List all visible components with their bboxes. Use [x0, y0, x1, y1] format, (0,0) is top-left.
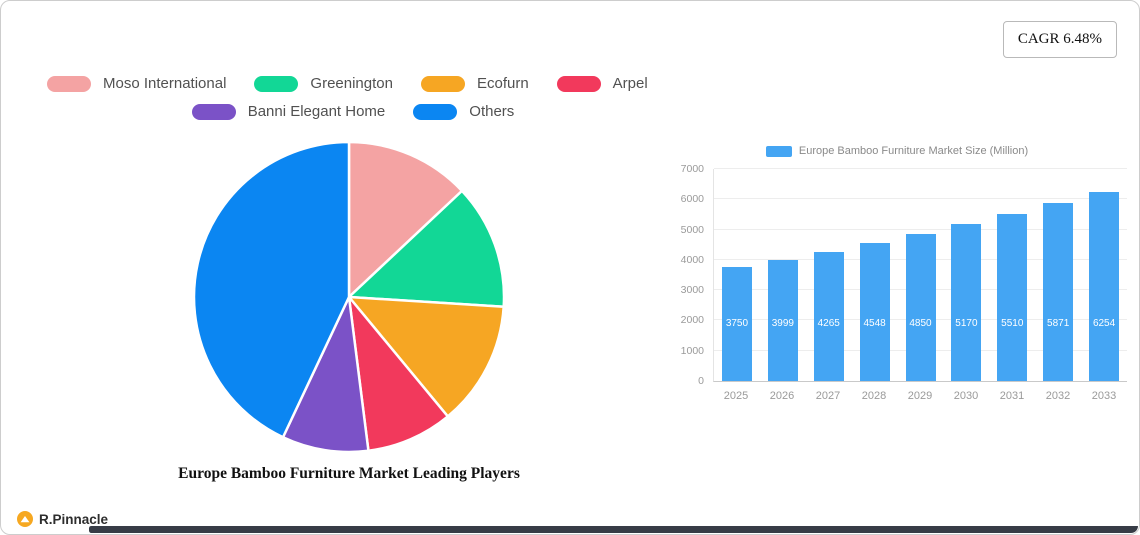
bar-2032[interactable]: 5871: [1043, 203, 1074, 381]
legend-item-arpel[interactable]: Arpel: [556, 75, 648, 92]
legend-swatch: [254, 75, 299, 92]
pie-slice-ecofurn[interactable]: [347, 295, 505, 418]
bar-value-label: 5510: [1001, 318, 1024, 329]
x-tick-label-2029: 2029: [907, 390, 933, 402]
y-tick-label: 4000: [680, 253, 704, 266]
bar-value-label: 3750: [725, 318, 749, 329]
x-tick-label-2028: 2028: [861, 390, 887, 402]
bar-slot: 4265: [806, 169, 852, 381]
y-axis: 0 1000 2000 3000 4000 5000 6000 7000: [667, 163, 713, 387]
bar-slot: 4850: [898, 169, 944, 381]
x-tick-label-2033: 2033: [1091, 390, 1117, 402]
bar-value-label: 6254: [1092, 318, 1116, 329]
y-tick-label: 7000: [680, 163, 704, 175]
brand-logo: R.Pinnacle: [17, 511, 108, 527]
pie-slice-greenington[interactable]: [347, 189, 506, 308]
bar-2027[interactable]: 4265: [813, 251, 844, 381]
legend-item-greenington[interactable]: Greenington: [254, 75, 393, 92]
x-tick-label-2026: 2026: [769, 390, 795, 402]
horizontal-scrollbar[interactable]: [89, 526, 1138, 533]
bar-slot: 5510: [989, 169, 1035, 381]
bar-plot-area: 3750 3999 4265 4548 4850 5170 5510 5871 6254: [713, 168, 1127, 382]
bar-2028[interactable]: 4548: [859, 243, 890, 381]
bar-legend-label: Europe Bamboo Furniture Market Size (Mil…: [798, 145, 1029, 157]
gridline: [714, 228, 1127, 230]
bar-value-label: 5871: [1047, 318, 1070, 329]
y-tick-label: 2000: [680, 314, 704, 327]
x-axis-labels: 2025 2026 2027 2028 2029 2030 2031 2032 2033: [713, 390, 1127, 402]
legend-row: Moso International Greenington Ecofurn Arpe…: [47, 75, 659, 92]
pie-slice-banni-elegant-home[interactable]: [281, 295, 370, 454]
pie-chart-title: Europe Bamboo Furniture Market Leading P…: [178, 465, 520, 482]
bar-2031[interactable]: 5510: [997, 214, 1028, 381]
bar-value-label: 4265: [817, 318, 840, 329]
x-tick-label-2031: 2031: [999, 390, 1025, 402]
bar-slot: 3999: [760, 169, 806, 381]
y-tick-label: 5000: [680, 223, 704, 236]
y-tick-label: 0: [698, 375, 704, 387]
legend-label: Greenington: [310, 75, 393, 92]
bar-2030[interactable]: 5170: [951, 224, 982, 381]
x-tick-label-2030: 2030: [953, 390, 979, 402]
cagr-badge: CAGR 6.48%: [1002, 21, 1117, 58]
gridline: [714, 168, 1127, 169]
bar-slot: 6254: [1081, 169, 1127, 381]
bar-value-label: 3999: [771, 318, 794, 329]
x-tick-label-2025: 2025: [723, 390, 749, 402]
brand-name: R.Pinnacle: [39, 511, 109, 527]
legend-label: Banni Elegant Home: [247, 103, 386, 120]
pie-slice-moso-international[interactable]: [347, 140, 464, 299]
bar-slot: 5170: [943, 169, 989, 381]
bar-slot: 5871: [1035, 169, 1081, 381]
bar-chart-section: Europe Bamboo Furniture Market Size (Mil…: [667, 145, 1127, 402]
legend-swatch: [47, 75, 91, 92]
pie-chart: [192, 140, 506, 454]
bar-slot: 3750: [714, 169, 760, 381]
x-tick-label-2032: 2032: [1045, 390, 1071, 402]
legend-label: Others: [469, 103, 515, 120]
x-tick-label-2027: 2027: [815, 390, 841, 402]
bar-2026[interactable]: 3999: [767, 259, 798, 381]
legend-item-ecofurn[interactable]: Ecofurn: [420, 75, 529, 92]
bars-container: 3750 3999 4265 4548 4850 5170 5510 5871 6254: [714, 169, 1127, 381]
bar-value-label: 5170: [955, 318, 978, 329]
y-tick-label: 1000: [680, 344, 704, 357]
legend-label: Moso International: [103, 75, 227, 92]
bar-legend-swatch: [765, 145, 792, 157]
legend-swatch: [413, 103, 458, 120]
pie-legend: Moso International Greenington Ecofurn Arpe…: [47, 75, 659, 120]
bar-value-label: 4548: [863, 318, 886, 329]
pie-slice-others[interactable]: [192, 140, 351, 439]
legend-item-moso-international[interactable]: Moso International: [47, 75, 226, 92]
bar-2029[interactable]: 4850: [905, 234, 936, 381]
legend-swatch: [191, 103, 236, 120]
bar-2033[interactable]: 6254: [1089, 191, 1120, 381]
legend-row: Banni Elegant Home Others: [47, 103, 659, 120]
legend-label: Arpel: [612, 75, 648, 92]
y-tick-label: 3000: [680, 284, 704, 297]
y-tick-label: 6000: [680, 193, 704, 206]
legend-item-banni-elegant-home[interactable]: Banni Elegant Home: [191, 103, 386, 120]
legend-swatch: [420, 75, 465, 92]
bar-legend[interactable]: Europe Bamboo Furniture Market Size (Mil…: [667, 145, 1127, 157]
bar-2025[interactable]: 3750: [721, 267, 752, 381]
legend-label: Ecofurn: [476, 75, 529, 92]
legend-item-others[interactable]: Others: [413, 103, 514, 120]
legend-swatch: [556, 75, 601, 92]
bar-slot: 4548: [852, 169, 898, 381]
pinnacle-icon: [17, 511, 33, 527]
bar-value-label: 4850: [909, 318, 932, 329]
pie-slice-arpel[interactable]: [347, 295, 450, 453]
gridline: [714, 198, 1127, 200]
